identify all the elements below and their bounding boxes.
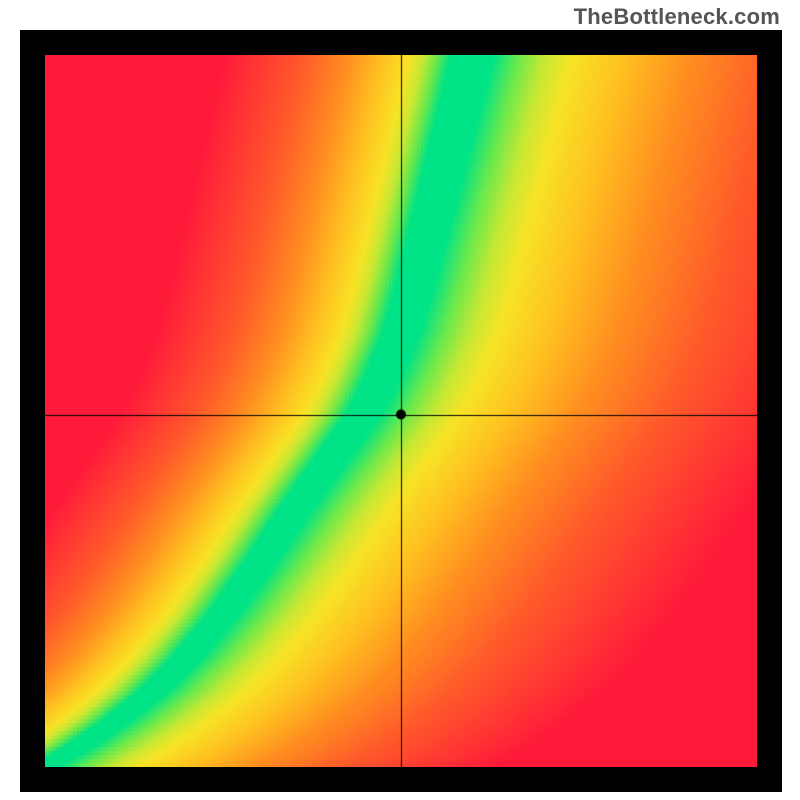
- watermark-text: TheBottleneck.com: [574, 4, 780, 30]
- crosshair-overlay: [45, 55, 757, 767]
